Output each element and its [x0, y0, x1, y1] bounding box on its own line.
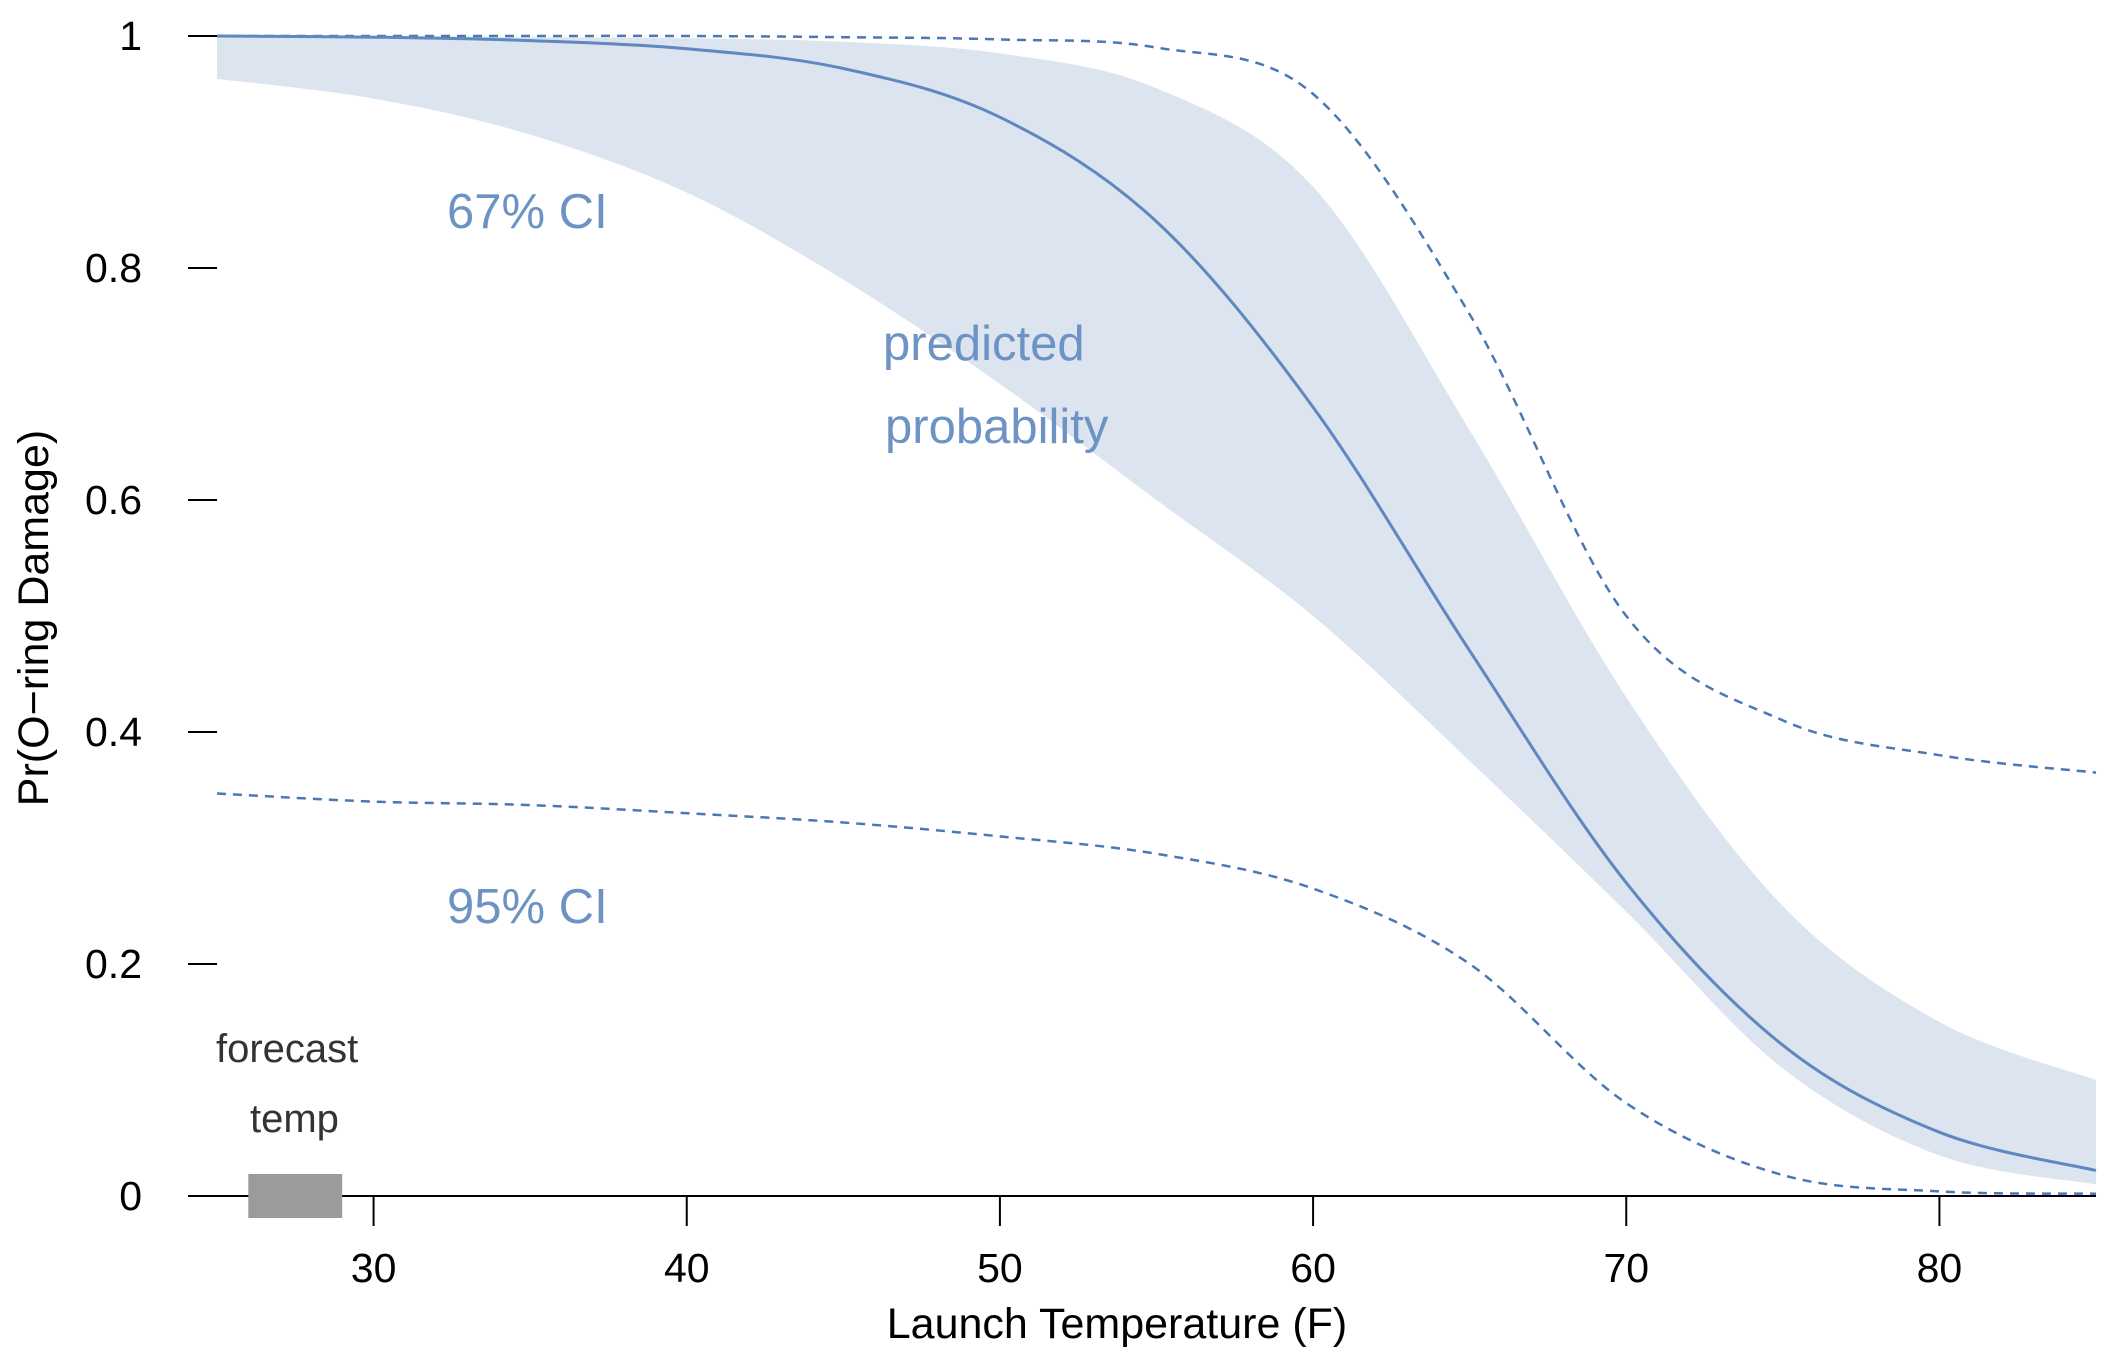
- ci95-upper-line: [217, 34, 2097, 774]
- x-tick-label: 30: [351, 1245, 397, 1291]
- y-tick-label: 0.4: [85, 709, 142, 755]
- y-tick-label: 0: [119, 1173, 142, 1219]
- predicted-annotation-line1: predicted: [883, 317, 1085, 371]
- x-tick-label: 70: [1603, 1245, 1649, 1291]
- y-tick-label: 0.6: [85, 477, 142, 523]
- x-tick-label: 50: [977, 1245, 1023, 1291]
- x-axis-title: Launch Temperature (F): [887, 1300, 1348, 1348]
- x-tick-label: 60: [1290, 1245, 1336, 1291]
- forecast-temp-marker: [248, 1174, 343, 1218]
- predicted-annotation-line2: probability: [885, 400, 1109, 454]
- forecast-annotation-line2: temp: [250, 1097, 339, 1141]
- predicted-probability-line: [216, 34, 2097, 1172]
- ci95-annotation: 95% CI: [447, 880, 608, 934]
- x-tick-label: 40: [664, 1245, 710, 1291]
- y-tick-label: 1: [119, 13, 142, 59]
- y-axis-title: Pr(O−ring Damage): [10, 430, 58, 806]
- y-tick-label: 0.2: [85, 941, 142, 987]
- forecast-annotation-line1: forecast: [216, 1027, 358, 1071]
- y-axis-ticks: 0 0.2 0.4 0.6 0.8 1: [85, 13, 217, 1219]
- x-axis-ticks: 30 40 50 60 70 80: [351, 1196, 1962, 1291]
- x-tick-label: 80: [1917, 1245, 1963, 1291]
- y-tick-label: 0.8: [85, 245, 142, 291]
- ci67-annotation: 67% CI: [447, 185, 608, 239]
- ci67-band: [217, 35, 2096, 1185]
